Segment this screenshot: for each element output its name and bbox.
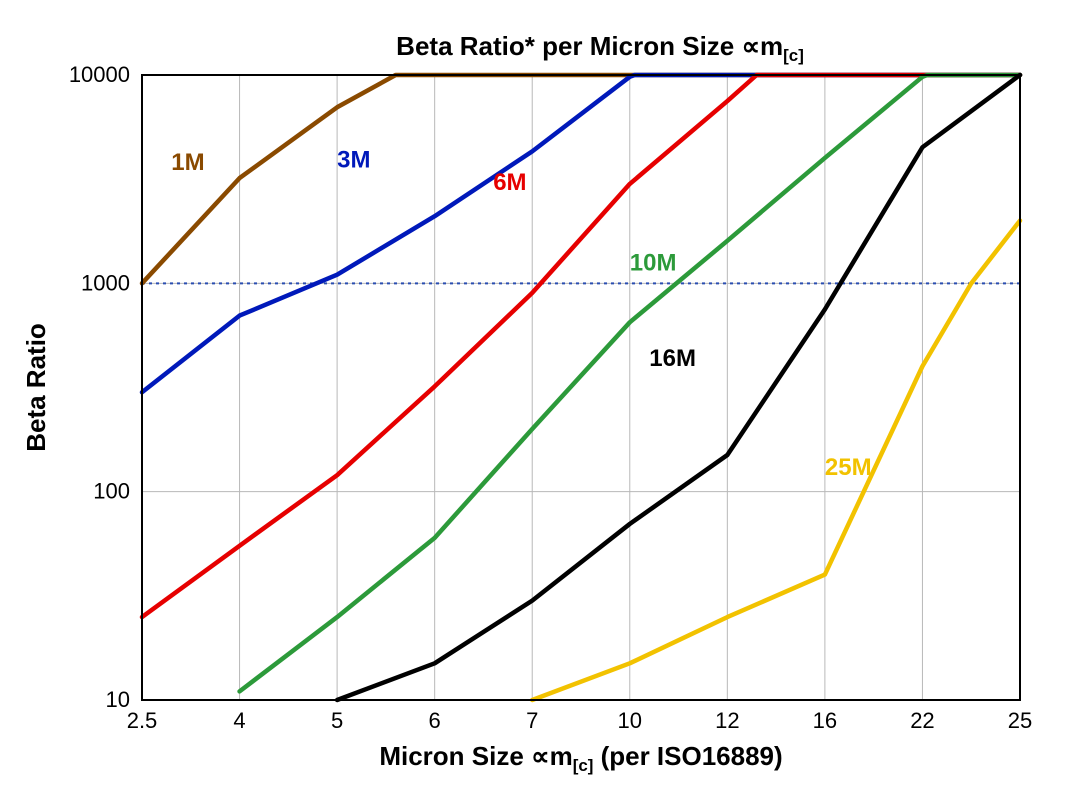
series-label-3M: 3M: [337, 146, 370, 173]
x-tick-label: 5: [331, 708, 343, 733]
series-label-1M: 1M: [171, 149, 204, 176]
y-axis-label: Beta Ratio: [21, 323, 51, 452]
x-tick-label: 4: [233, 708, 245, 733]
series-label-16M: 16M: [649, 345, 696, 372]
x-tick-label: 16: [813, 708, 837, 733]
y-tick-label: 1000: [81, 270, 130, 295]
x-tick-label: 25: [1008, 708, 1032, 733]
series-label-6M: 6M: [493, 169, 526, 196]
x-tick-label: 2.5: [127, 708, 158, 733]
x-tick-label: 12: [715, 708, 739, 733]
series-label-10M: 10M: [630, 250, 677, 277]
chart-svg: 1M 3M 6M 10M 16M 25M 2.5 4 5 6 7 10 12 16 22 25 10 100 100…: [0, 0, 1067, 803]
x-tick-label: 10: [618, 708, 642, 733]
x-tick-label: 6: [429, 708, 441, 733]
y-tick-label: 10000: [69, 62, 130, 87]
chart-title: Beta Ratio* per Micron Size ∝m[c]: [396, 31, 804, 65]
beta-ratio-chart: 1M 3M 6M 10M 16M 25M 2.5 4 5 6 7 10 12 16 22 25 10 100 100…: [0, 0, 1067, 803]
x-tick-label: 22: [910, 708, 934, 733]
y-tick-label: 10: [106, 687, 130, 712]
x-tick-label: 7: [526, 708, 538, 733]
series-label-25M: 25M: [825, 454, 872, 481]
y-tick-label: 100: [93, 479, 130, 504]
